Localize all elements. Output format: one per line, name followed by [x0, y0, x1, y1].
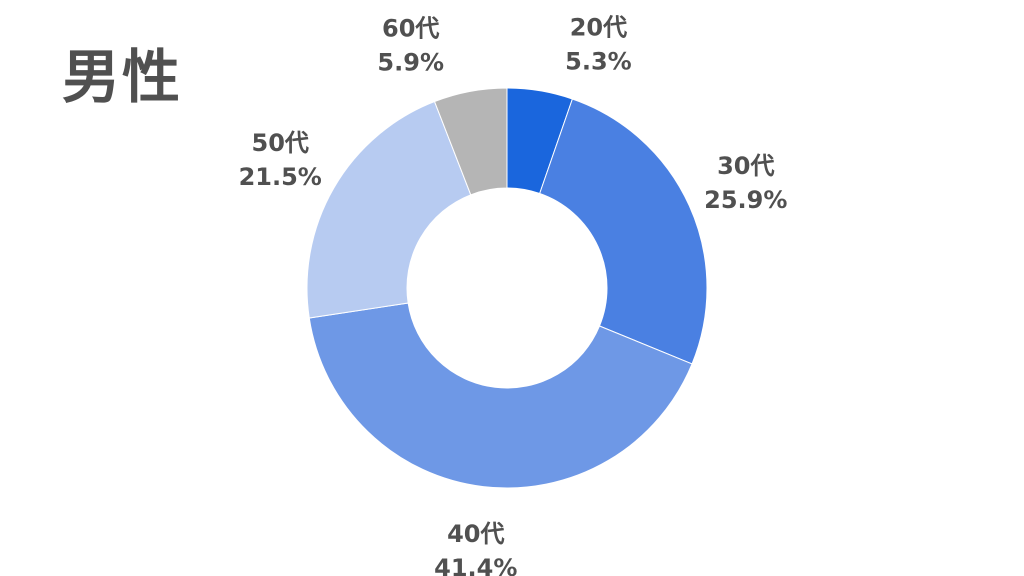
slice-percentage: 5.9% [377, 48, 444, 76]
slice-label-50代: 50代 21.5% [239, 129, 322, 191]
slice-40代 [308, 302, 693, 489]
slice-label-60代: 60代 5.9% [377, 14, 444, 76]
slice-category: 60代 [382, 14, 439, 42]
slice-label-20代: 20代 5.3% [565, 14, 632, 76]
slice-label-30代: 30代 25.9% [704, 152, 787, 214]
chart-title: 男性 [62, 43, 183, 111]
slice-category: 50代 [252, 129, 309, 157]
slice-30代 [539, 98, 708, 365]
slice-category: 20代 [570, 14, 627, 42]
slice-category: 30代 [717, 152, 774, 180]
slice-50代 [306, 100, 472, 319]
slice-percentage: 21.5% [239, 163, 322, 191]
slice-percentage: 5.3% [565, 48, 632, 76]
labels-group: 20代 5.3% 30代 25.9% 40代 41.4% 50代 21.5% 60代 5.9% [239, 14, 788, 576]
slices-group [306, 87, 708, 489]
slice-percentage: 25.9% [704, 186, 787, 214]
slice-label-40代: 40代 41.4% [434, 520, 517, 576]
slice-60代 [433, 87, 508, 196]
slice-percentage: 41.4% [434, 554, 517, 576]
slice-category: 40代 [447, 520, 504, 548]
